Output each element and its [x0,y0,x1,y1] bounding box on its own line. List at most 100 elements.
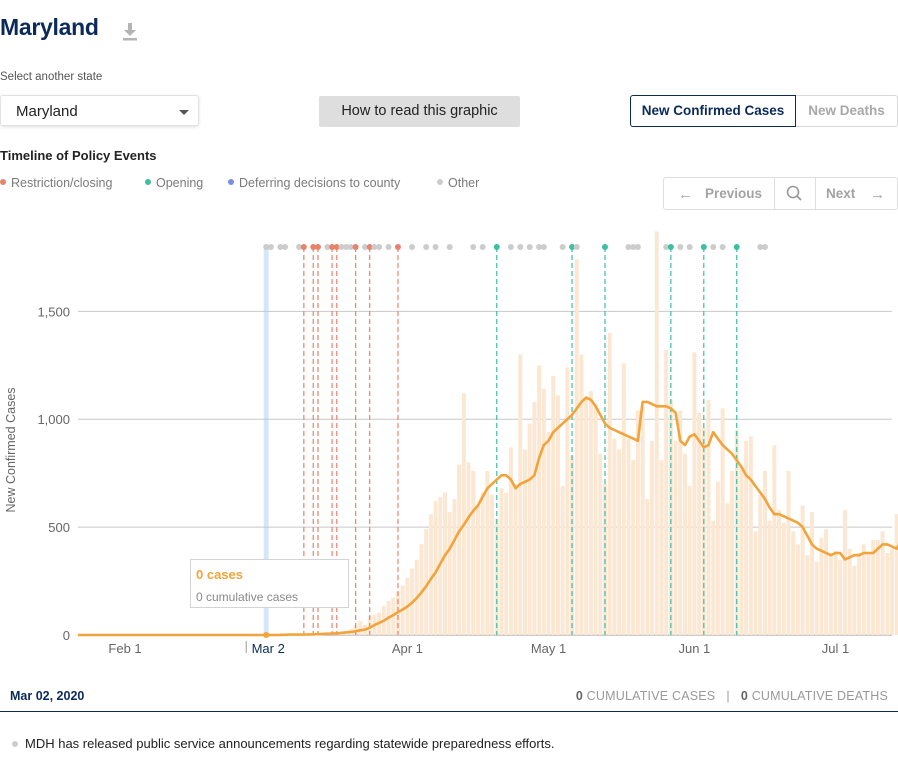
bar [890,548,894,635]
bar [744,440,749,635]
chart-tooltip: 0 cases 0 cumulative cases [190,559,349,608]
bar [513,483,518,635]
event-dot [757,244,764,250]
x-tick-label: May 1 [531,641,566,656]
bar [748,436,753,635]
bar [772,445,777,635]
event-dot [300,244,307,250]
event-dot [601,244,608,250]
event-dot [700,244,707,250]
bar [715,481,720,635]
bar [565,367,570,635]
bar [885,553,890,635]
event-dot [394,244,401,250]
y-tick-label: 1,500 [37,304,70,319]
event-dot [710,244,717,250]
timeline-title: Timeline of Policy Events [0,148,157,163]
bar [654,231,659,635]
bar [537,365,542,635]
event-pager: ← Previous Next → [663,177,898,210]
bar [795,544,800,635]
how-to-read-button[interactable]: How to read this graphic [319,96,520,127]
legend-other: Other [437,176,479,190]
bar [358,621,363,635]
x-tick-label: Jul 1 [822,641,849,656]
y-tick-label: 500 [48,520,70,535]
x-tick-label: Mar 2 [252,641,285,656]
bar [659,460,664,635]
bar [833,550,838,635]
next-button[interactable]: Next → [815,178,897,209]
event-dot [625,244,632,250]
bar [555,395,560,635]
bar [814,561,819,635]
legend-label: Deferring decisions to county [239,176,401,190]
bar [805,555,810,635]
bar [875,540,880,635]
bar [824,529,829,635]
event-dot [677,244,684,250]
new-deaths-tab[interactable]: New Deaths [796,95,898,127]
bar [551,376,556,635]
event-dot [329,244,336,250]
bar [706,399,711,635]
y-tick-label: 1,000 [37,412,70,427]
event-dot [559,244,566,250]
bar [471,471,476,635]
bar [697,412,702,635]
new-confirmed-cases-tab[interactable]: New Confirmed Cases [630,95,796,127]
bar [692,352,697,635]
event-dot [719,244,726,250]
bar [598,453,603,635]
event-dot [479,244,486,250]
legend-restriction: Restriction/closing [0,176,112,190]
event-dot [517,244,524,250]
event-dot [314,244,321,250]
bar [842,509,847,635]
restriction-dot-icon [0,179,6,185]
opening-dot-icon [145,179,151,185]
bar [762,471,767,635]
event-dot [536,244,543,250]
event-dot [310,244,317,250]
event-dot [507,244,514,250]
previous-button[interactable]: ← Previous [664,178,774,209]
bar [664,350,669,635]
bar [607,332,612,635]
other-dot-icon [437,179,443,185]
bar [621,363,626,635]
bar [687,486,692,635]
bar [734,430,739,635]
bar [579,354,584,635]
event-dot [569,244,576,250]
search-button[interactable] [774,178,816,209]
bar [852,565,857,635]
bar [631,460,636,635]
bar [711,520,716,635]
event-dot [352,244,359,250]
bar [457,464,462,635]
event-dot [347,244,354,250]
download-icon[interactable] [122,22,138,42]
bar [720,408,725,635]
selected-point [263,632,270,638]
bar [880,531,885,635]
bar [673,440,678,635]
bar [612,438,617,635]
event-dot [324,244,331,250]
metric-toggle: New Confirmed Cases New Deaths [630,95,898,127]
legend-opening: Opening [145,176,203,190]
event-dot [385,244,392,250]
event-dot [338,244,345,250]
cumulative-cases-label: CUMULATIVE CASES [582,689,716,703]
page-title: Maryland [0,14,99,40]
legend-label: Other [448,176,480,190]
deferring-dot-icon [228,179,234,185]
bar [499,488,504,635]
bar [678,410,683,635]
state-select[interactable]: Maryland [0,95,199,126]
bar [574,259,579,635]
bar [758,494,763,635]
cases-chart[interactable]: 0 500 1,000 1,500 New Confirmed Cases Feb 1 Ma… [0,225,898,665]
bar [485,471,490,635]
